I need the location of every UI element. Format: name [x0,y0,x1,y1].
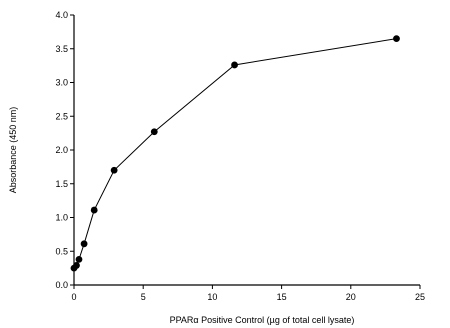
y-tick-label: 1.5 [55,179,68,189]
x-tick-label: 20 [346,292,356,302]
data-point [75,255,83,263]
data-point [73,262,80,269]
y-tick-label: 3.0 [55,78,68,88]
y-tick-label: 0.5 [55,246,68,256]
x-tick-label: 0 [71,292,76,302]
x-tick-label: 5 [141,292,146,302]
x-axis-title: PPARα Positive Control (µg of total cell… [170,315,355,325]
y-tick-label: 1.0 [55,213,68,223]
y-tick-label: 2.0 [55,145,68,155]
y-tick-label: 3.5 [55,44,68,54]
data-point [150,128,158,136]
y-axis-title: Absorbance (450 nm) [8,107,18,194]
y-tick-label: 4.0 [55,10,68,20]
series-layer [70,35,400,272]
data-point [231,61,238,69]
x-tick-label: 25 [415,292,425,302]
x-tick-label: 15 [277,292,287,302]
data-point [80,240,88,248]
series-line [73,38,397,269]
x-tick-label: 10 [207,292,217,302]
y-tick-label: 0.0 [55,280,68,290]
data-point [90,206,98,214]
y-tick-label: 2.5 [55,111,68,121]
data-point [393,35,400,43]
data-point [110,166,118,174]
axis-ticks: 0.0 0.5 1.0 1.5 2.0 2.5 3.0 3.5 4.0 0 5 10 15 20 25 [55,10,425,302]
axes [73,15,420,286]
